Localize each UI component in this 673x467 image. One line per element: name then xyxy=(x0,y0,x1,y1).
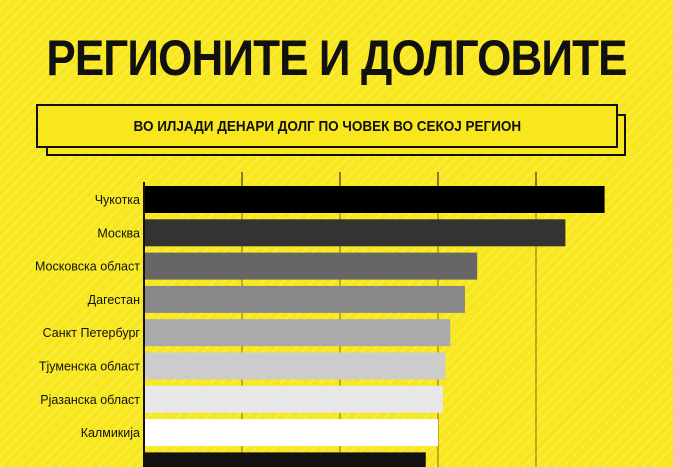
category-label: Тјуменска област xyxy=(39,360,140,374)
category-label: Рјазанска област xyxy=(40,393,140,407)
bar xyxy=(144,452,426,467)
chart-subtitle: ВО ИЛЈАДИ ДЕНАРИ ДОЛГ ПО ЧОВЕК ВО СЕКОЈ … xyxy=(133,117,521,135)
bar xyxy=(144,285,465,313)
category-label: Дагестан xyxy=(88,293,140,307)
category-label: Москва xyxy=(97,226,140,240)
subtitle-box: ВО ИЛЈАДИ ДЕНАРИ ДОЛГ ПО ЧОВЕК ВО СЕКОЈ … xyxy=(36,104,628,158)
bar xyxy=(144,419,438,447)
bar xyxy=(144,352,446,380)
bar xyxy=(144,252,478,280)
bar xyxy=(144,219,566,247)
bar xyxy=(144,186,605,213)
subtitle-box-front: ВО ИЛЈАДИ ДЕНАРИ ДОЛГ ПО ЧОВЕК ВО СЕКОЈ … xyxy=(36,104,618,148)
category-label: Московска област xyxy=(35,260,140,274)
bar-chart: Чукотка Москва Московска област Дагестан Сан… xyxy=(35,172,605,467)
bar xyxy=(144,385,443,413)
category-label: Чукотка xyxy=(95,193,140,207)
bar xyxy=(144,319,451,347)
category-label: Санкт Петербург xyxy=(43,326,141,340)
category-label: Калмикија xyxy=(81,426,140,440)
chart-title: РЕГИОНИТЕ И ДОЛГОВИТЕ xyxy=(46,30,627,86)
